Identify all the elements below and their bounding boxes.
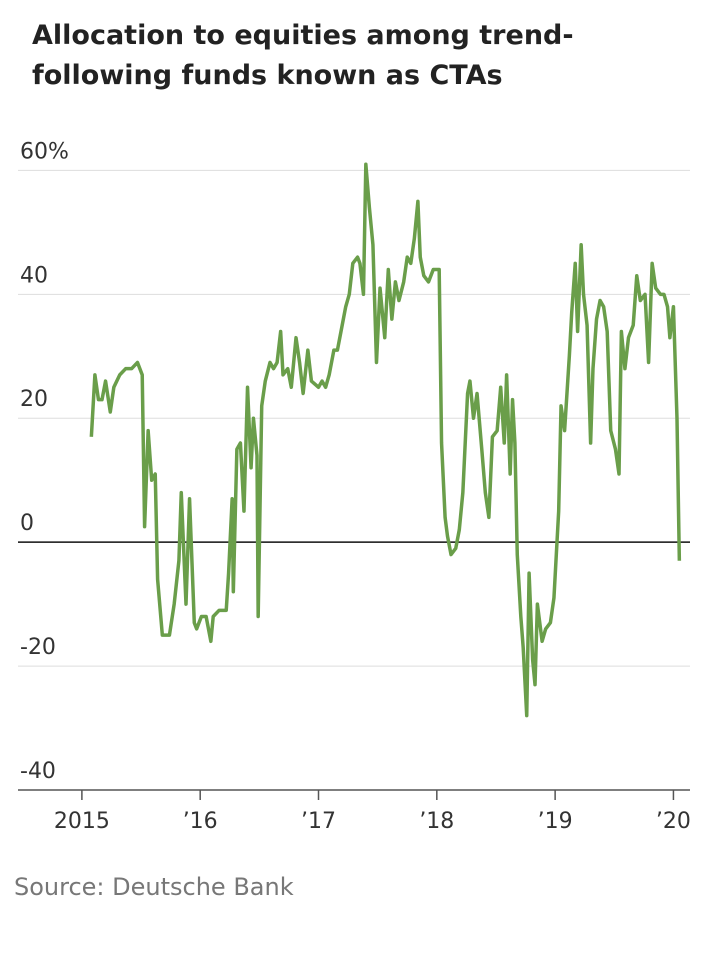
x-tick-label: ’17: [301, 809, 336, 834]
y-tick-label: 40: [20, 263, 48, 288]
line-series: [89, 162, 682, 718]
y-tick-label: -20: [20, 635, 56, 660]
y-tick-label: 0: [20, 511, 34, 536]
x-tick-label: ’19: [538, 809, 573, 834]
x-tick-label: ’16: [183, 809, 218, 834]
y-tick-label: 60%: [20, 139, 69, 164]
x-tick-label: 2015: [54, 809, 110, 834]
x-tick-label: ’20: [656, 809, 691, 834]
y-tick-label: -40: [20, 759, 56, 784]
source: Source: Deutsche Bank: [14, 873, 294, 901]
chart-title: Allocation to equities among trend-follo…: [32, 20, 574, 91]
y-tick-label: 20: [20, 387, 48, 412]
x-tick-label: ’18: [419, 809, 454, 834]
